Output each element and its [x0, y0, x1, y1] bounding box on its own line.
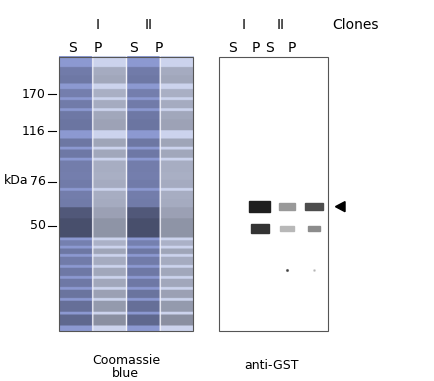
Bar — [249, 201, 270, 213]
Bar — [280, 226, 294, 231]
Bar — [279, 203, 296, 210]
Bar — [219, 57, 328, 331]
Bar — [308, 226, 320, 231]
Text: 50: 50 — [30, 219, 46, 232]
Text: II: II — [276, 18, 284, 32]
Bar — [59, 57, 193, 331]
Text: Clones: Clones — [332, 18, 379, 32]
Text: S: S — [129, 41, 138, 54]
Text: I: I — [242, 18, 246, 32]
Text: Coomassie: Coomassie — [92, 354, 160, 367]
Text: S: S — [266, 41, 274, 54]
Text: S: S — [228, 41, 237, 54]
Bar — [306, 203, 323, 210]
Bar — [250, 224, 269, 233]
Text: blue: blue — [112, 367, 139, 380]
Text: I: I — [95, 18, 100, 32]
Bar — [219, 57, 328, 331]
Text: P: P — [252, 41, 260, 54]
Text: P: P — [93, 41, 102, 54]
Text: 170: 170 — [22, 88, 46, 101]
Text: P: P — [287, 41, 296, 54]
Polygon shape — [335, 202, 345, 212]
Text: II: II — [145, 18, 152, 32]
Text: 76: 76 — [30, 176, 46, 189]
Text: P: P — [154, 41, 163, 54]
Text: kDa: kDa — [4, 174, 29, 187]
Text: S: S — [69, 41, 77, 54]
Text: 116: 116 — [22, 125, 46, 138]
Text: anti-GST: anti-GST — [244, 359, 299, 372]
